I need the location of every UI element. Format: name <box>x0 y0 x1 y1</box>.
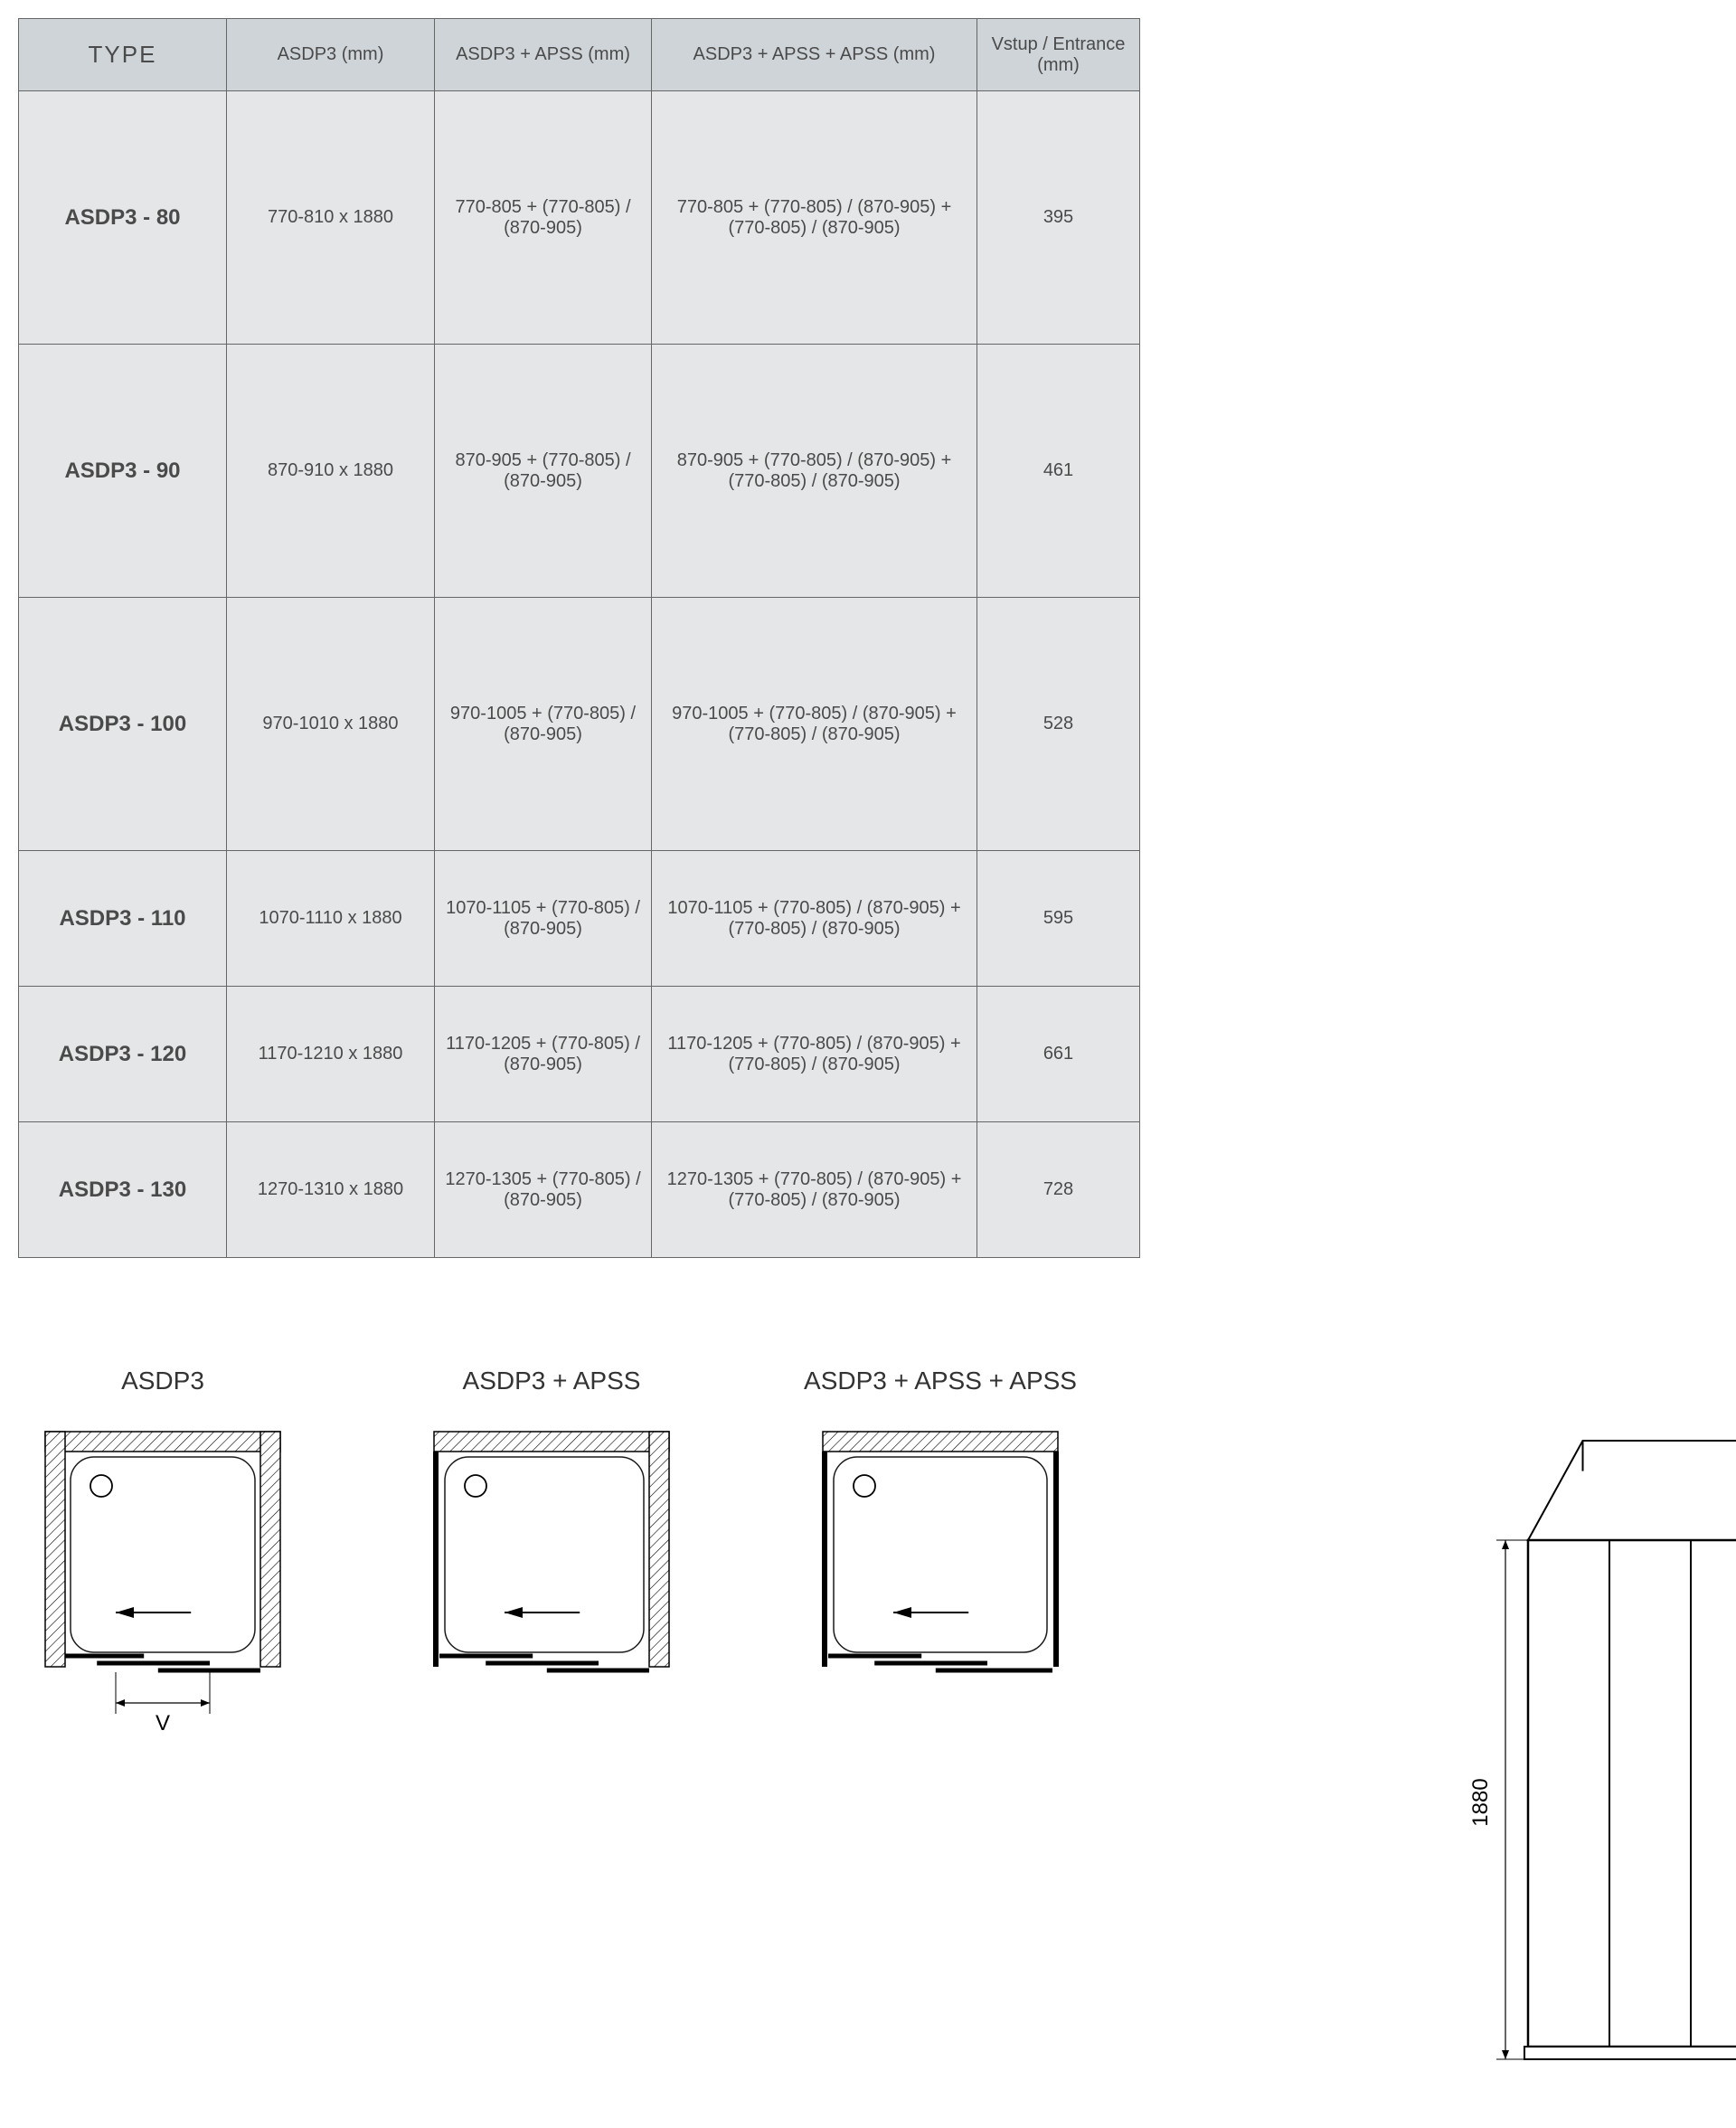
table-row: ASDP3 - 100970-1010 x 1880970-1005 + (77… <box>19 598 1140 851</box>
data-cell: 870-905 + (770-805) / (870-905) <box>435 345 652 598</box>
data-cell: 1170-1205 + (770-805) / (870-905) <box>435 987 652 1122</box>
plan-svg <box>796 1423 1085 1694</box>
plan-diagram: ASDP3 + APSS + APSS <box>796 1367 1085 1694</box>
data-cell: 595 <box>977 851 1140 987</box>
table-row: ASDP3 - 1101070-1110 x 18801070-1105 + (… <box>19 851 1140 987</box>
type-cell: ASDP3 - 80 <box>19 91 227 345</box>
data-cell: 1170-1210 x 1880 <box>227 987 435 1122</box>
data-cell: 461 <box>977 345 1140 598</box>
data-cell: 1270-1305 + (770-805) / (870-905) <box>435 1122 652 1258</box>
data-cell: 728 <box>977 1122 1140 1258</box>
door-height-label: 1880 <box>1468 1778 1493 1826</box>
data-cell: 1070-1105 + (770-805) / (870-905) + (770… <box>652 851 977 987</box>
plan-title: ASDP3 <box>121 1367 204 1397</box>
data-cell: 770-805 + (770-805) / (870-905) <box>435 91 652 345</box>
col-2: ASDP3 + APSS (mm) <box>435 19 652 91</box>
data-cell: 661 <box>977 987 1140 1122</box>
table-row: ASDP3 - 1301270-1310 x 18801270-1305 + (… <box>19 1122 1140 1258</box>
elevation-diagram: 1880 <box>1420 1367 1736 2110</box>
col-type: TYPE <box>19 19 227 91</box>
type-cell: ASDP3 - 120 <box>19 987 227 1122</box>
col-1: ASDP3 (mm) <box>227 19 435 91</box>
data-cell: 970-1010 x 1880 <box>227 598 435 851</box>
type-cell: ASDP3 - 100 <box>19 598 227 851</box>
col-4: Vstup / Entrance (mm) <box>977 19 1140 91</box>
data-cell: 528 <box>977 598 1140 851</box>
spec-table: TYPEASDP3 (mm)ASDP3 + APSS (mm)ASDP3 + A… <box>18 18 1140 1258</box>
col-3: ASDP3 + APSS + APSS (mm) <box>652 19 977 91</box>
diagrams-row: ASDP3 V ASDP3 + APSS ASDP3 + APSS + APSS 18… <box>18 1367 1718 2110</box>
table-row: ASDP3 - 80770-810 x 1880770-805 + (770-8… <box>19 91 1140 345</box>
data-cell: 770-805 + (770-805) / (870-905) + (770-8… <box>652 91 977 345</box>
door-elevation-svg: 1880 <box>1420 1423 1736 2110</box>
v-label: V <box>156 1711 170 1736</box>
data-cell: 770-810 x 1880 <box>227 91 435 345</box>
table-row: ASDP3 - 90870-910 x 1880870-905 + (770-8… <box>19 345 1140 598</box>
table-row: ASDP3 - 1201170-1210 x 18801170-1205 + (… <box>19 987 1140 1122</box>
type-cell: ASDP3 - 110 <box>19 851 227 987</box>
data-cell: 970-1005 + (770-805) / (870-905) + (770-… <box>652 598 977 851</box>
data-cell: 1070-1105 + (770-805) / (870-905) <box>435 851 652 987</box>
type-cell: ASDP3 - 90 <box>19 345 227 598</box>
data-cell: 395 <box>977 91 1140 345</box>
data-cell: 1070-1110 x 1880 <box>227 851 435 987</box>
data-cell: 870-910 x 1880 <box>227 345 435 598</box>
data-cell: 1170-1205 + (770-805) / (870-905) + (770… <box>652 987 977 1122</box>
data-cell: 970-1005 + (770-805) / (870-905) <box>435 598 652 851</box>
data-cell: 870-905 + (770-805) / (870-905) + (770-8… <box>652 345 977 598</box>
plan-title: ASDP3 + APSS <box>463 1367 641 1397</box>
plan-diagram: ASDP3 V <box>18 1367 307 1748</box>
type-cell: ASDP3 - 130 <box>19 1122 227 1258</box>
plan-svg: V <box>18 1423 307 1748</box>
plan-diagram: ASDP3 + APSS <box>407 1367 696 1694</box>
plan-title: ASDP3 + APSS + APSS <box>804 1367 1077 1397</box>
plan-svg <box>407 1423 696 1694</box>
data-cell: 1270-1310 x 1880 <box>227 1122 435 1258</box>
data-cell: 1270-1305 + (770-805) / (870-905) + (770… <box>652 1122 977 1258</box>
